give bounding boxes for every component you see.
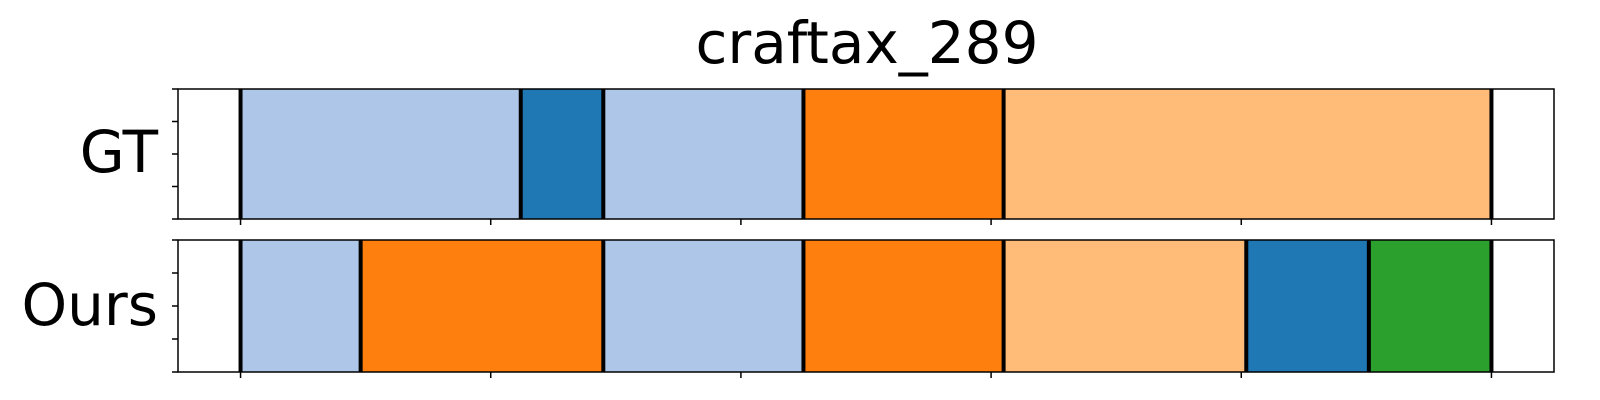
segment-ours-2: [360, 240, 604, 372]
segment-ours-1: [240, 240, 361, 372]
segment-ours-6: [1246, 240, 1369, 372]
row-label-gt: GT: [80, 118, 159, 186]
segment-gt-3: [603, 89, 804, 219]
segment-ours-4: [803, 240, 1004, 372]
segment-gt-5: [1003, 89, 1492, 219]
segment-gt-2: [520, 89, 604, 219]
segment-ours-5: [1003, 240, 1247, 372]
segment-ours-7: [1368, 240, 1492, 372]
row-label-ours: Ours: [22, 271, 158, 339]
segment-gt-4: [803, 89, 1004, 219]
segment-gt-1: [240, 89, 521, 219]
segment-ours-3: [603, 240, 804, 372]
chart-title: craftax_289: [696, 9, 1039, 77]
